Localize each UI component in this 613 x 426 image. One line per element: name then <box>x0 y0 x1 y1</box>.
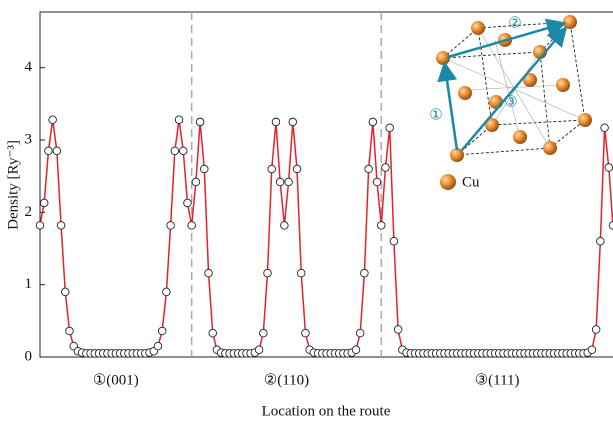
data-point <box>360 268 369 278</box>
data-point <box>608 221 613 230</box>
data-point <box>35 221 45 230</box>
segment-label: ③(111) <box>475 372 520 388</box>
inset-label: ② <box>508 15 521 31</box>
data-point <box>44 146 53 156</box>
data-point <box>368 117 378 127</box>
data-point <box>377 221 386 230</box>
data-point <box>191 177 201 187</box>
inset-legend: Cu <box>462 174 480 190</box>
data-point <box>166 221 175 230</box>
data-point <box>52 146 62 156</box>
data-point <box>204 268 213 278</box>
y-tick-label: 3 <box>25 131 33 147</box>
data-point <box>170 146 180 156</box>
data-point <box>275 177 285 187</box>
data-point <box>351 345 361 355</box>
inset <box>436 15 592 190</box>
data-point <box>254 345 264 355</box>
data-point <box>153 341 163 351</box>
data-point <box>200 164 209 174</box>
data-point <box>187 221 196 230</box>
data-point <box>393 325 403 334</box>
data-point <box>65 326 74 336</box>
data-point <box>263 268 272 278</box>
data-point <box>301 328 310 338</box>
data-point <box>381 163 390 172</box>
density-line <box>39 119 613 355</box>
data-point <box>604 163 613 172</box>
data-point <box>267 164 276 174</box>
data-point <box>596 237 605 246</box>
data-point <box>292 164 302 174</box>
segment-label: ②(110) <box>264 372 309 388</box>
data-point <box>48 115 57 125</box>
data-point <box>284 177 293 187</box>
data-point <box>296 268 306 278</box>
x-axis-label: Location on the route <box>262 403 391 419</box>
y-tick-label: 2 <box>25 204 33 220</box>
data-point <box>389 237 399 246</box>
inset-label: ① <box>429 107 442 123</box>
data-point <box>259 328 268 338</box>
data-point <box>271 117 281 127</box>
y-tick-label: 4 <box>25 59 33 75</box>
data-point <box>280 221 289 230</box>
y-tick-label: 1 <box>25 276 33 292</box>
data-point <box>157 326 167 336</box>
data-point <box>56 221 66 230</box>
data-point <box>174 115 184 125</box>
data-point <box>364 164 373 174</box>
y-tick-label: 0 <box>25 348 33 364</box>
data-point <box>195 117 205 127</box>
data-point <box>587 345 597 355</box>
data-point <box>208 328 217 338</box>
data-point <box>385 123 394 132</box>
data-point <box>183 198 192 208</box>
axes-frame <box>39 11 613 358</box>
data-point <box>288 117 298 127</box>
data-point <box>600 123 609 132</box>
data-point <box>355 328 365 338</box>
segment-label: ①(001) <box>93 372 139 388</box>
data-point <box>162 287 171 297</box>
inset-label: ③ <box>504 94 517 110</box>
y-axis-label: Density [Ry⁻³] <box>5 140 21 230</box>
data-point <box>591 325 601 334</box>
data-point <box>372 177 382 187</box>
data-point <box>178 146 188 156</box>
data-point <box>39 198 49 208</box>
data-point <box>61 287 70 297</box>
